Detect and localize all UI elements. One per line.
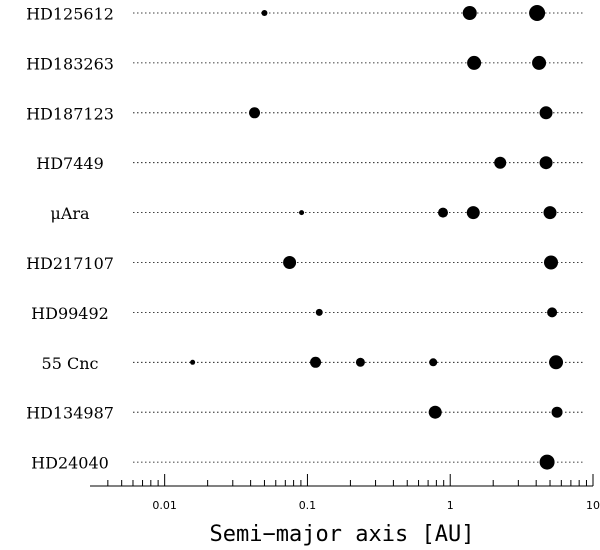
system-label: HD99492 (31, 304, 109, 323)
planet (549, 355, 564, 370)
system-label: HD217107 (26, 254, 114, 273)
system-label: HD24040 (31, 454, 109, 473)
planet (429, 358, 438, 367)
system-label: HD134987 (26, 404, 114, 423)
system-label: HD7449 (36, 154, 104, 173)
planet (539, 156, 553, 170)
planet (283, 256, 297, 269)
planet (539, 454, 555, 470)
x-tick-label: 0.01 (152, 499, 177, 512)
planet (437, 207, 448, 218)
planet (539, 106, 553, 120)
planet (544, 255, 559, 270)
planet (355, 357, 365, 367)
planet (551, 406, 563, 418)
system-label: HD187123 (26, 104, 114, 123)
x-tick-label: 10 (586, 499, 600, 512)
planet (494, 156, 507, 169)
system-label: HD183263 (26, 54, 114, 73)
planet (190, 359, 196, 365)
planet (315, 308, 323, 316)
planet (299, 210, 305, 216)
planet (462, 6, 477, 20)
x-axis-label: Semi−major axis [AU] (210, 522, 475, 547)
planet (529, 5, 546, 21)
planet (261, 10, 268, 16)
planet (467, 55, 482, 70)
planet (428, 405, 442, 419)
system-label: 55 Cnc (42, 354, 99, 373)
system-label: HD125612 (26, 5, 114, 24)
planet (547, 307, 558, 318)
planet (249, 107, 261, 119)
planet (543, 206, 557, 220)
x-tick-label: 0.1 (299, 499, 317, 512)
x-tick-label: 1 (447, 499, 454, 512)
system-label: μAra (50, 204, 90, 223)
planet (532, 55, 547, 70)
planet (310, 356, 322, 368)
planet (466, 206, 480, 220)
